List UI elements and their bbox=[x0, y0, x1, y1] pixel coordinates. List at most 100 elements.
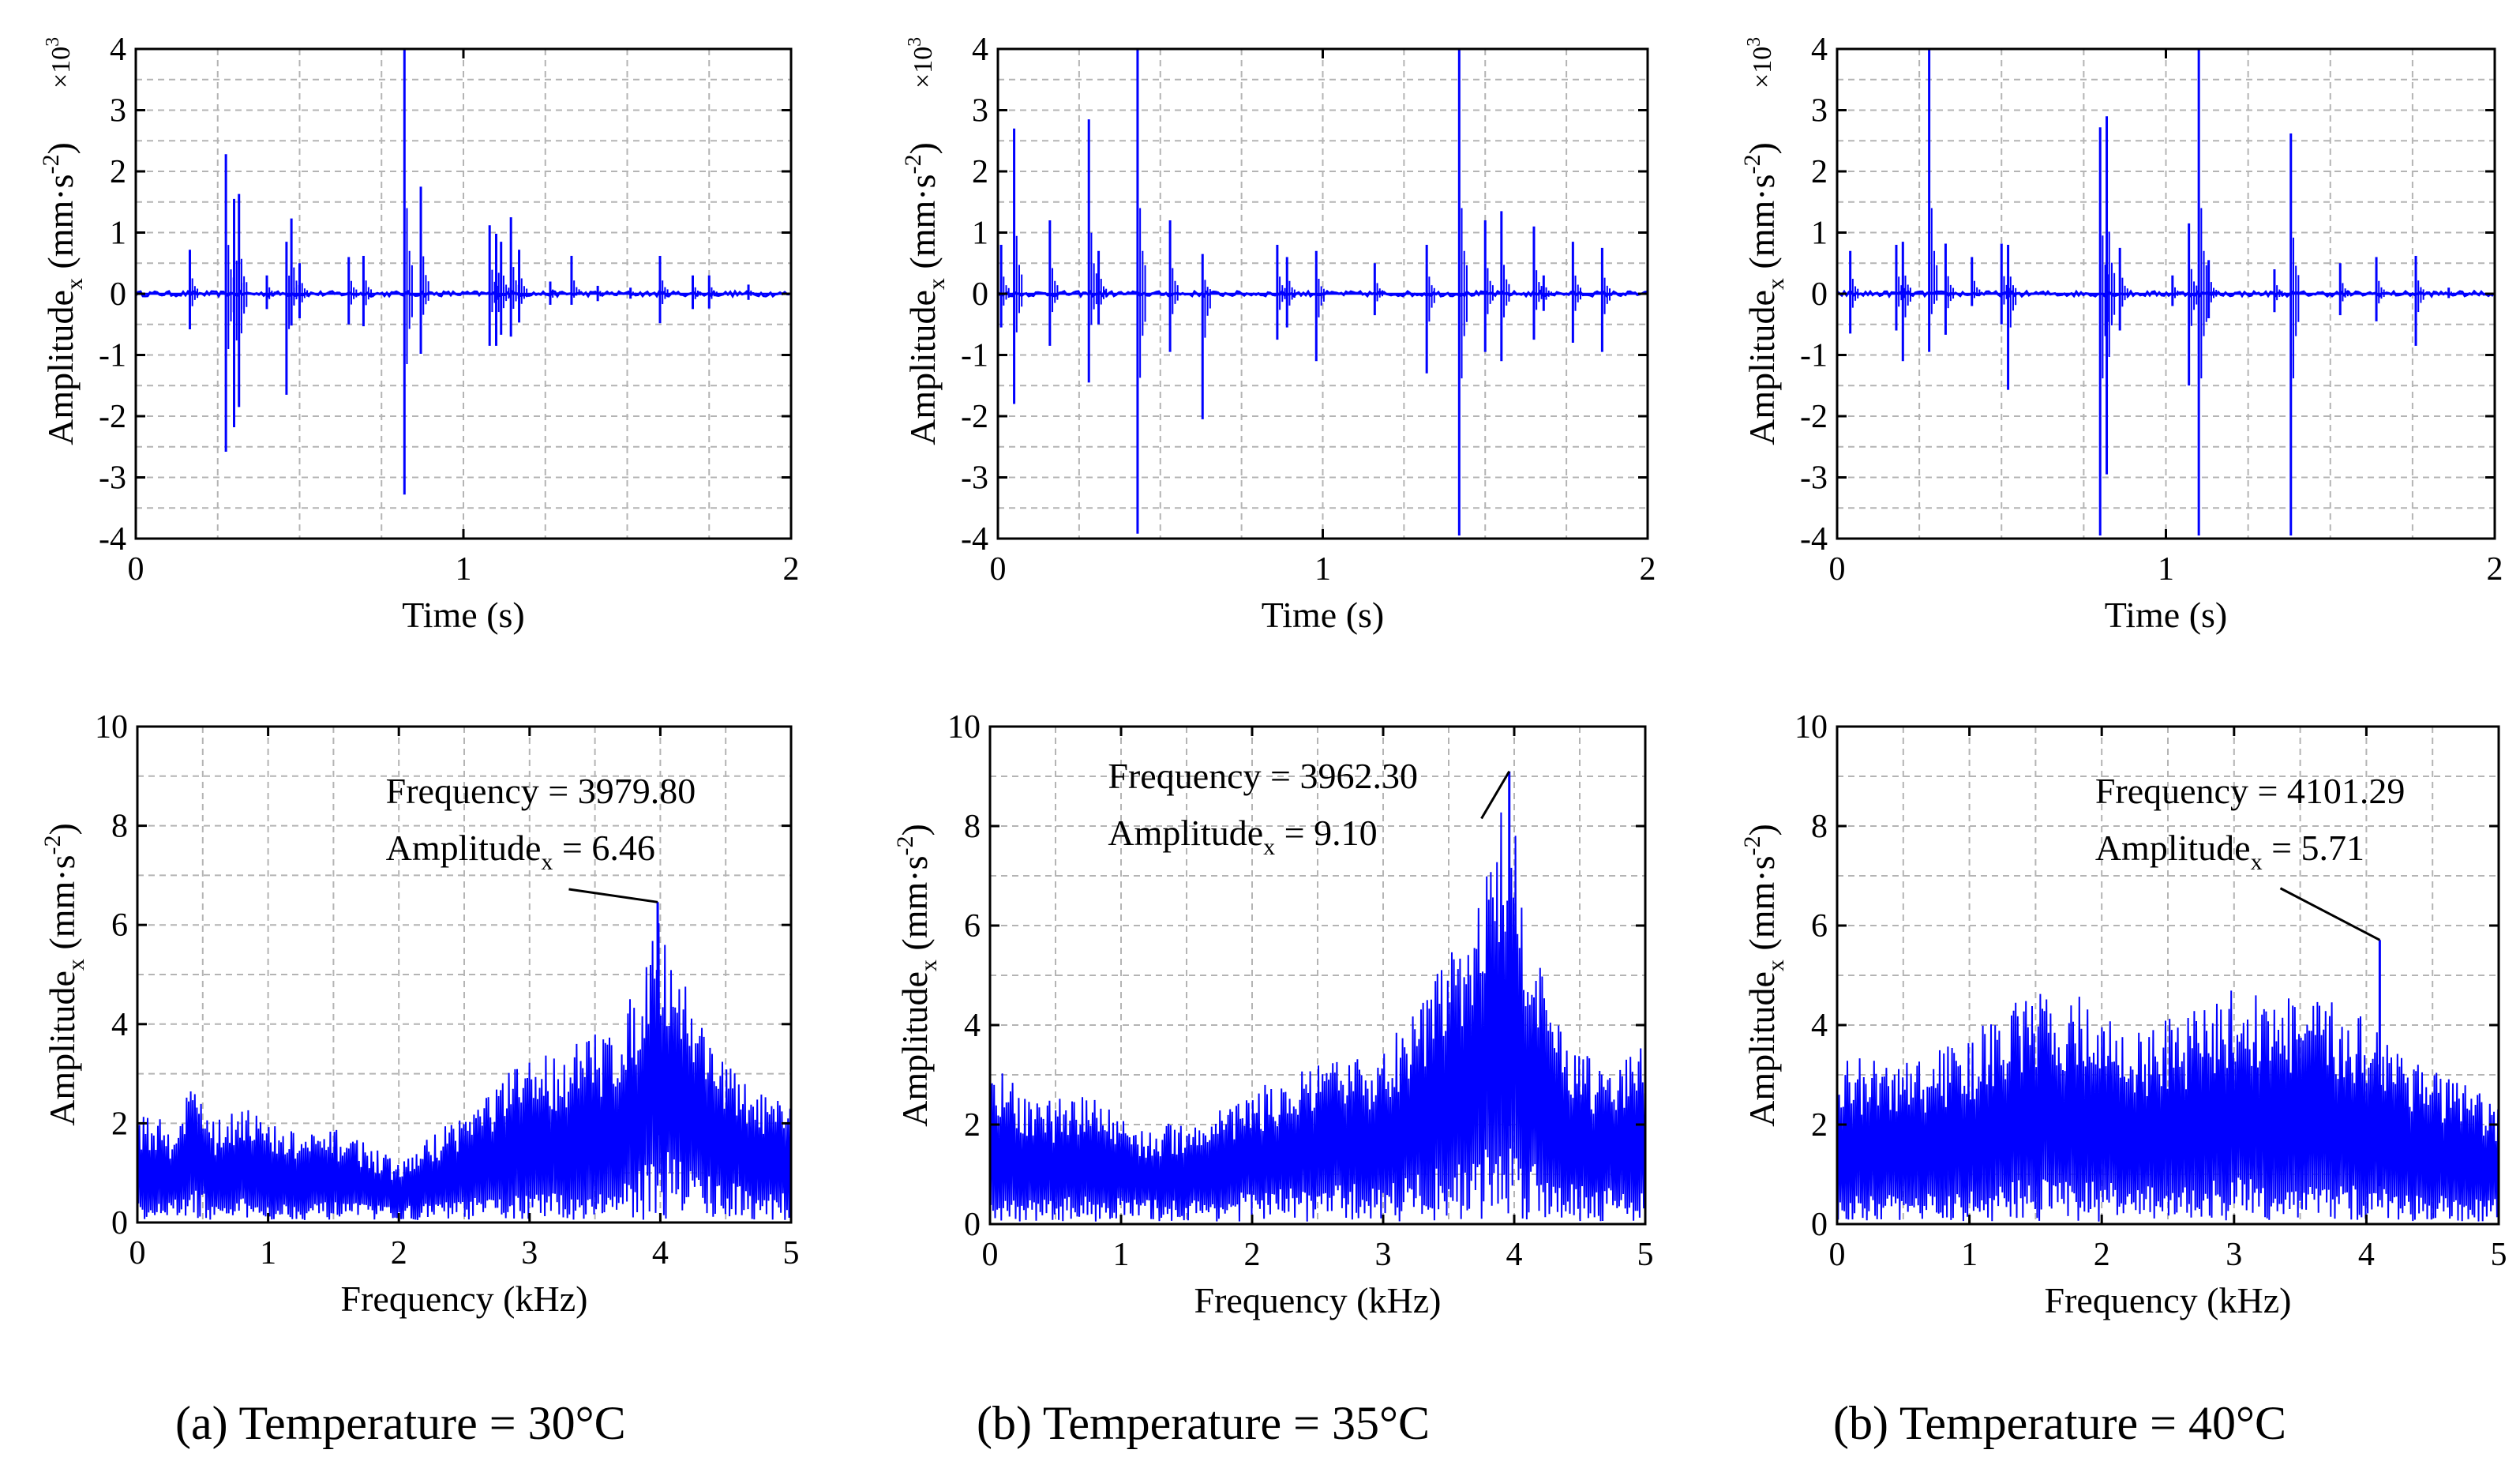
caption-c: (b) Temperature = 40°C bbox=[1833, 1397, 2287, 1449]
y-axis-multiplier: ×103 bbox=[905, 37, 938, 88]
annotation-frequency: Frequency = 3979.80 bbox=[386, 771, 696, 811]
y-tick-label: 4 bbox=[972, 32, 988, 68]
x-axis-label: Frequency (kHz) bbox=[2045, 1280, 2292, 1320]
x-tick-label: 5 bbox=[1637, 1237, 1654, 1273]
x-tick-label: 0 bbox=[990, 551, 1007, 588]
y-tick-label: 2 bbox=[972, 154, 988, 190]
y-tick-label: -4 bbox=[1800, 521, 1828, 558]
x-tick-label: 0 bbox=[1829, 551, 1846, 588]
chart-freq-40: 0 1 2 3 4 5 0 2 4 6 8 10 Frequency (kHz) Amplitudex (… bbox=[1739, 709, 2507, 1320]
y-tick-label: 0 bbox=[972, 276, 988, 313]
y-tick-label: 4 bbox=[1811, 32, 1828, 68]
y-axis-label: Amplitudex (mm·s-2) bbox=[1739, 142, 1789, 445]
y-axis-multiplier: ×103 bbox=[1744, 37, 1777, 88]
y-tick-label: 2 bbox=[111, 1106, 128, 1142]
x-axis-label: Time (s) bbox=[1262, 595, 1385, 635]
y-axis-label: Amplitudex (mm·s-2) bbox=[892, 824, 942, 1127]
y-tick-label: -1 bbox=[961, 338, 988, 374]
y-tick-label: 6 bbox=[964, 908, 981, 945]
y-tick-label: 2 bbox=[964, 1107, 981, 1144]
x-tick-label: 4 bbox=[2358, 1237, 2375, 1273]
y-tick-label: 1 bbox=[1811, 216, 1828, 252]
spectrum-line bbox=[1837, 990, 2499, 1222]
y-tick-label: 10 bbox=[95, 709, 128, 746]
x-tick-label: 1 bbox=[260, 1235, 276, 1271]
annotation-frequency: Frequency = 3962.30 bbox=[1108, 756, 1418, 796]
annotation-frequency: Frequency = 4101.29 bbox=[2095, 771, 2406, 811]
x-axis-label: Frequency (kHz) bbox=[1194, 1280, 1442, 1320]
x-tick-label: 3 bbox=[2226, 1237, 2242, 1273]
y-tick-label: 0 bbox=[1811, 1207, 1828, 1243]
x-tick-label: 0 bbox=[982, 1237, 999, 1273]
y-axis-label: Amplitudex (mm·s-2) bbox=[39, 823, 89, 1126]
y-tick-label: 10 bbox=[947, 709, 981, 746]
y-tick-label: -3 bbox=[99, 460, 126, 497]
x-tick-label: 1 bbox=[1113, 1237, 1130, 1273]
x-tick-label: 0 bbox=[128, 551, 144, 588]
y-tick-label: 4 bbox=[964, 1008, 981, 1044]
x-tick-label: 2 bbox=[1244, 1237, 1261, 1273]
x-tick-label: 4 bbox=[1506, 1237, 1523, 1273]
x-tick-label: 5 bbox=[783, 1235, 800, 1271]
spectrum-line bbox=[990, 812, 1645, 1222]
y-tick-label: -1 bbox=[1800, 338, 1828, 374]
x-tick-label: 0 bbox=[1829, 1237, 1846, 1273]
y-tick-label: 1 bbox=[972, 216, 988, 252]
x-tick-label: 1 bbox=[456, 551, 472, 588]
plot-frame bbox=[136, 725, 793, 1224]
x-tick-label: 2 bbox=[391, 1235, 407, 1271]
y-tick-label: -2 bbox=[99, 399, 126, 435]
y-tick-label: -3 bbox=[961, 460, 988, 497]
x-tick-label: 1 bbox=[1961, 1237, 1978, 1273]
y-tick-label: 8 bbox=[111, 809, 128, 845]
y-tick-label: 3 bbox=[110, 93, 126, 130]
y-tick-label: 3 bbox=[1811, 93, 1828, 130]
y-tick-label: -3 bbox=[1800, 460, 1828, 497]
y-tick-label: 4 bbox=[1811, 1008, 1828, 1044]
plot-frame bbox=[1836, 725, 2500, 1226]
x-tick-label: 3 bbox=[1375, 1237, 1392, 1273]
chart-time-30: 0 1 2 -4 -3 -2 -1 0 1 2 3 4 Time (s) Amplitudex (mm·s… bbox=[38, 32, 800, 635]
y-tick-label: -2 bbox=[961, 399, 988, 435]
y-tick-label: -4 bbox=[961, 521, 988, 558]
y-axis-label: Amplitudex (mm·s-2) bbox=[1739, 824, 1789, 1127]
annotation-leader-line bbox=[568, 888, 658, 903]
y-tick-label: 4 bbox=[110, 32, 126, 68]
y-tick-label: 6 bbox=[111, 907, 128, 944]
y-tick-label: -2 bbox=[1800, 399, 1828, 435]
x-tick-label: 2 bbox=[783, 551, 800, 588]
annotation-amplitude: Amplitudex = 5.71 bbox=[2095, 828, 2364, 875]
x-axis-label: Frequency (kHz) bbox=[341, 1279, 588, 1319]
x-tick-label: 2 bbox=[2487, 551, 2503, 588]
annotation-leader-line bbox=[2279, 887, 2381, 941]
y-tick-label: 8 bbox=[1811, 809, 1828, 845]
y-tick-label: 0 bbox=[1811, 276, 1828, 313]
annotation-leader-line bbox=[1480, 770, 1511, 820]
x-tick-label: 2 bbox=[2094, 1237, 2110, 1273]
x-tick-label: 1 bbox=[1314, 551, 1331, 588]
chart-time-35: 0 1 2 -4 -3 -2 -1 0 1 2 3 4 Time (s) Amplitudex (mm·s… bbox=[900, 32, 1656, 635]
x-axis-label: Time (s) bbox=[2105, 595, 2228, 635]
x-axis-label: Time (s) bbox=[402, 595, 525, 635]
y-axis-label: Amplitudex (mm·s-2) bbox=[900, 142, 950, 445]
y-tick-label: 2 bbox=[1811, 1107, 1828, 1144]
x-tick-label: 0 bbox=[129, 1235, 146, 1271]
y-tick-label: 0 bbox=[111, 1205, 128, 1241]
y-tick-label: 0 bbox=[110, 276, 126, 313]
y-tick-label: 0 bbox=[964, 1207, 981, 1243]
chart-freq-30: 0 1 2 3 4 5 0 2 4 6 8 10 Frequency (kHz) Amplitudex (… bbox=[39, 709, 800, 1319]
y-tick-label: 3 bbox=[972, 93, 988, 130]
y-axis-multiplier: ×103 bbox=[43, 37, 76, 88]
x-tick-label: 1 bbox=[2158, 551, 2174, 588]
chart-time-40: 0 1 2 -4 -3 -2 -1 0 1 2 3 4 Time (s) Amplitudex (mm·s… bbox=[1739, 32, 2503, 635]
y-tick-label: 4 bbox=[111, 1007, 128, 1043]
y-tick-label: 8 bbox=[964, 809, 981, 845]
y-tick-label: 10 bbox=[1794, 709, 1828, 746]
x-tick-label: 5 bbox=[2491, 1237, 2507, 1273]
y-axis-label: Amplitudex (mm·s-2) bbox=[38, 142, 88, 445]
y-tick-label: 2 bbox=[1811, 154, 1828, 190]
annotation-amplitude: Amplitudex = 6.46 bbox=[386, 828, 655, 875]
x-tick-label: 3 bbox=[521, 1235, 538, 1271]
spectrum-line bbox=[137, 922, 791, 1220]
